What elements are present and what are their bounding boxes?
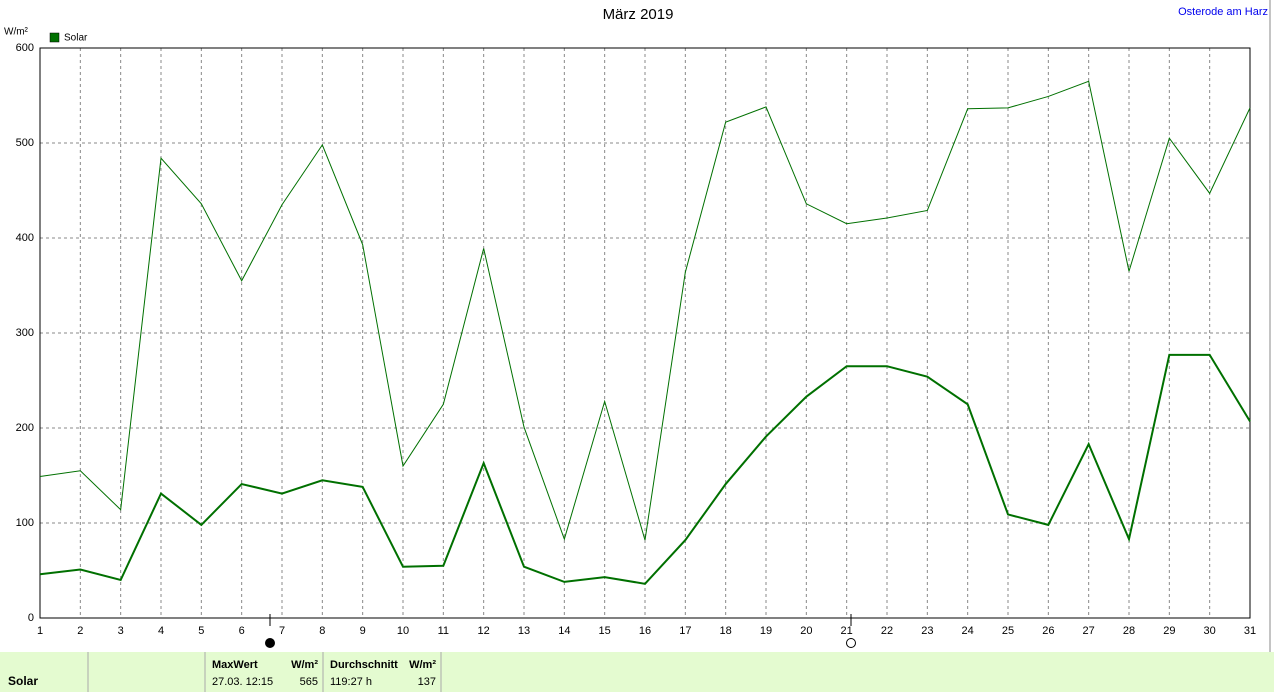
y-tick-label: 0 — [28, 612, 34, 624]
legend-label: Solar — [64, 33, 88, 44]
footer-header: MaxWert — [212, 659, 258, 671]
y-tick-label: 100 — [16, 517, 34, 529]
x-tick-label: 10 — [397, 625, 409, 637]
y-axis-label: W/m² — [4, 27, 29, 38]
chart-title: März 2019 — [603, 6, 674, 23]
footer-header: Durchschnitt — [330, 659, 398, 671]
x-tick-label: 18 — [720, 625, 732, 637]
x-tick-label: 17 — [679, 625, 691, 637]
y-tick-label: 500 — [16, 137, 34, 149]
x-tick-label: 31 — [1244, 625, 1256, 637]
x-tick-label: 9 — [360, 625, 366, 637]
x-tick-label: 20 — [800, 625, 812, 637]
full-moon-icon — [846, 638, 856, 648]
footer-time: 27.03. 12:15 — [212, 676, 273, 688]
x-tick-label: 1 — [37, 625, 43, 637]
y-tick-label: 200 — [16, 422, 34, 434]
footer-value: 565 — [300, 676, 318, 688]
footer-unit: W/m² — [291, 659, 318, 671]
x-tick-label: 14 — [558, 625, 570, 637]
x-tick-label: 28 — [1123, 625, 1135, 637]
y-tick-label: 300 — [16, 327, 34, 339]
x-tick-label: 4 — [158, 625, 164, 637]
x-tick-label: 22 — [881, 625, 893, 637]
footer-panel — [0, 652, 1274, 692]
x-tick-label: 27 — [1083, 625, 1095, 637]
location: Osterode am Harz — [1178, 6, 1268, 18]
footer-row-label: Solar — [8, 674, 38, 688]
x-tick-label: 12 — [478, 625, 490, 637]
x-tick-label: 5 — [198, 625, 204, 637]
x-tick-label: 3 — [118, 625, 124, 637]
x-tick-label: 29 — [1163, 625, 1175, 637]
x-tick-label: 2 — [77, 625, 83, 637]
footer-unit: W/m² — [409, 659, 436, 671]
x-tick-label: 15 — [599, 625, 611, 637]
series-line — [39, 80, 1251, 541]
x-tick-label: 24 — [962, 625, 974, 637]
y-tick-label: 600 — [16, 42, 34, 54]
x-tick-label: 7 — [279, 625, 285, 637]
x-tick-label: 23 — [921, 625, 933, 637]
x-tick-label: 25 — [1002, 625, 1014, 637]
footer-value: 137 — [418, 676, 436, 688]
x-tick-label: 16 — [639, 625, 651, 637]
series-line — [39, 353, 1251, 585]
x-tick-label: 11 — [438, 625, 449, 637]
plot-frame — [39, 47, 1251, 619]
x-tick-label: 6 — [239, 625, 245, 637]
x-tick-label: 26 — [1042, 625, 1054, 637]
footer-time: 119:27 h — [330, 676, 372, 688]
x-tick-label: 30 — [1204, 625, 1216, 637]
x-tick-label: 13 — [518, 625, 530, 637]
x-tick-label: 21 — [841, 625, 853, 637]
new-moon-icon — [265, 638, 275, 648]
x-tick-label: 19 — [760, 625, 772, 637]
legend-swatch — [49, 32, 60, 43]
y-tick-label: 400 — [16, 232, 34, 244]
x-tick-label: 8 — [319, 625, 325, 637]
